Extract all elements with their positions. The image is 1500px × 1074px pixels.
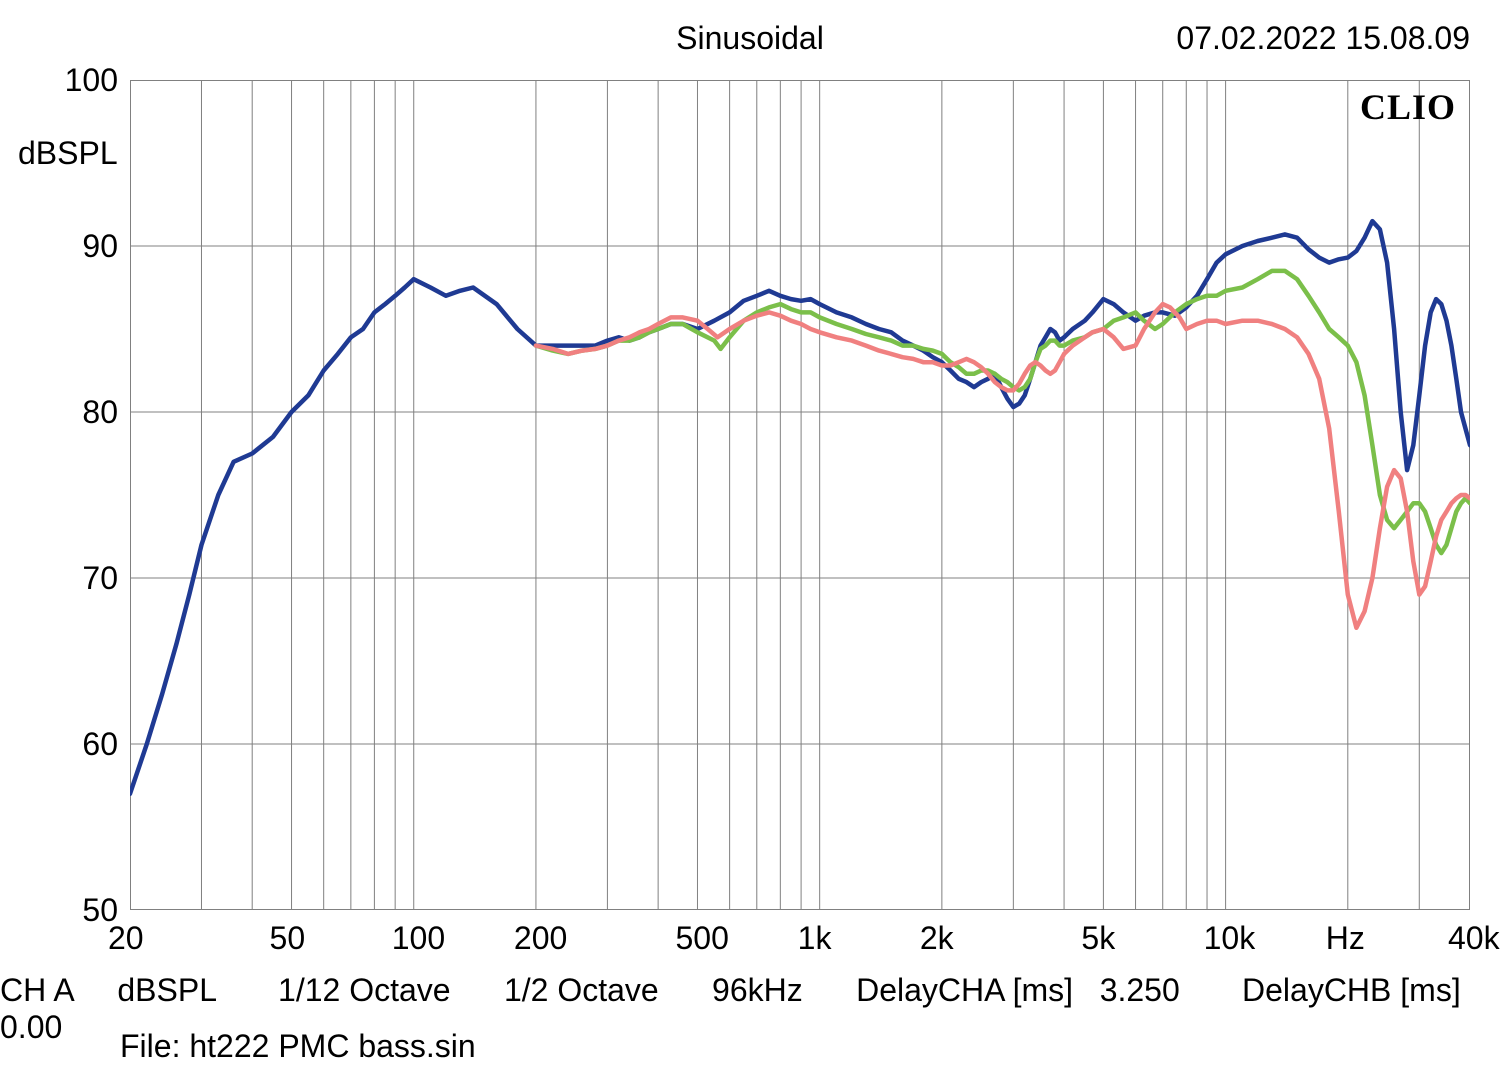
file-row: File: ht222 PMC bass.sin	[120, 1028, 476, 1065]
status-delay-b-value: 0.00	[0, 1009, 62, 1045]
x-tick-label: 10k	[1204, 920, 1256, 957]
x-tick-label: 200	[514, 920, 567, 957]
status-delay-a-value: 3.250	[1100, 972, 1180, 1008]
y-tick-label: 70	[82, 560, 118, 597]
clio-brand-label: CLIO	[1360, 86, 1456, 128]
status-delay-b-label: DelayCHB [ms]	[1242, 972, 1461, 1008]
x-tick-label: 500	[675, 920, 728, 957]
header-row: Sinusoidal 07.02.2022 15.08.09	[0, 20, 1500, 70]
y-tick-label: 100	[65, 62, 118, 99]
status-smooth1: 1/12 Octave	[278, 972, 451, 1008]
status-unit: dBSPL	[117, 972, 215, 1008]
timestamp: 07.02.2022 15.08.09	[1176, 20, 1470, 57]
y-tick-label: 60	[82, 726, 118, 763]
x-tick-label: 5k	[1081, 920, 1115, 957]
x-tick-label: 1k	[798, 920, 832, 957]
y-tick-label: 90	[82, 228, 118, 265]
measurement-chart-screenshot: { "header":{ "title":"Sinusoidal", "time…	[0, 0, 1500, 1074]
status-fs: 96kHz	[712, 972, 803, 1008]
x-tick-label: 40k	[1448, 920, 1500, 957]
x-tick-label: 50	[270, 920, 306, 957]
file-name: ht222 PMC bass.sin	[189, 1028, 475, 1064]
x-tick-label: 2k	[920, 920, 954, 957]
y-tick-label: 80	[82, 394, 118, 431]
x-tick-label: Hz	[1326, 920, 1365, 957]
x-tick-label: 20	[108, 920, 144, 957]
status-delay-a-label: DelayCHA [ms]	[856, 972, 1073, 1008]
file-label: File:	[120, 1028, 180, 1064]
frequency-response-plot	[130, 80, 1470, 910]
y-axis-label: dBSPL	[18, 135, 118, 172]
status-smooth2: 1/2 Octave	[504, 972, 659, 1008]
status-channel: CH A	[0, 972, 73, 1008]
x-tick-label: 100	[392, 920, 445, 957]
